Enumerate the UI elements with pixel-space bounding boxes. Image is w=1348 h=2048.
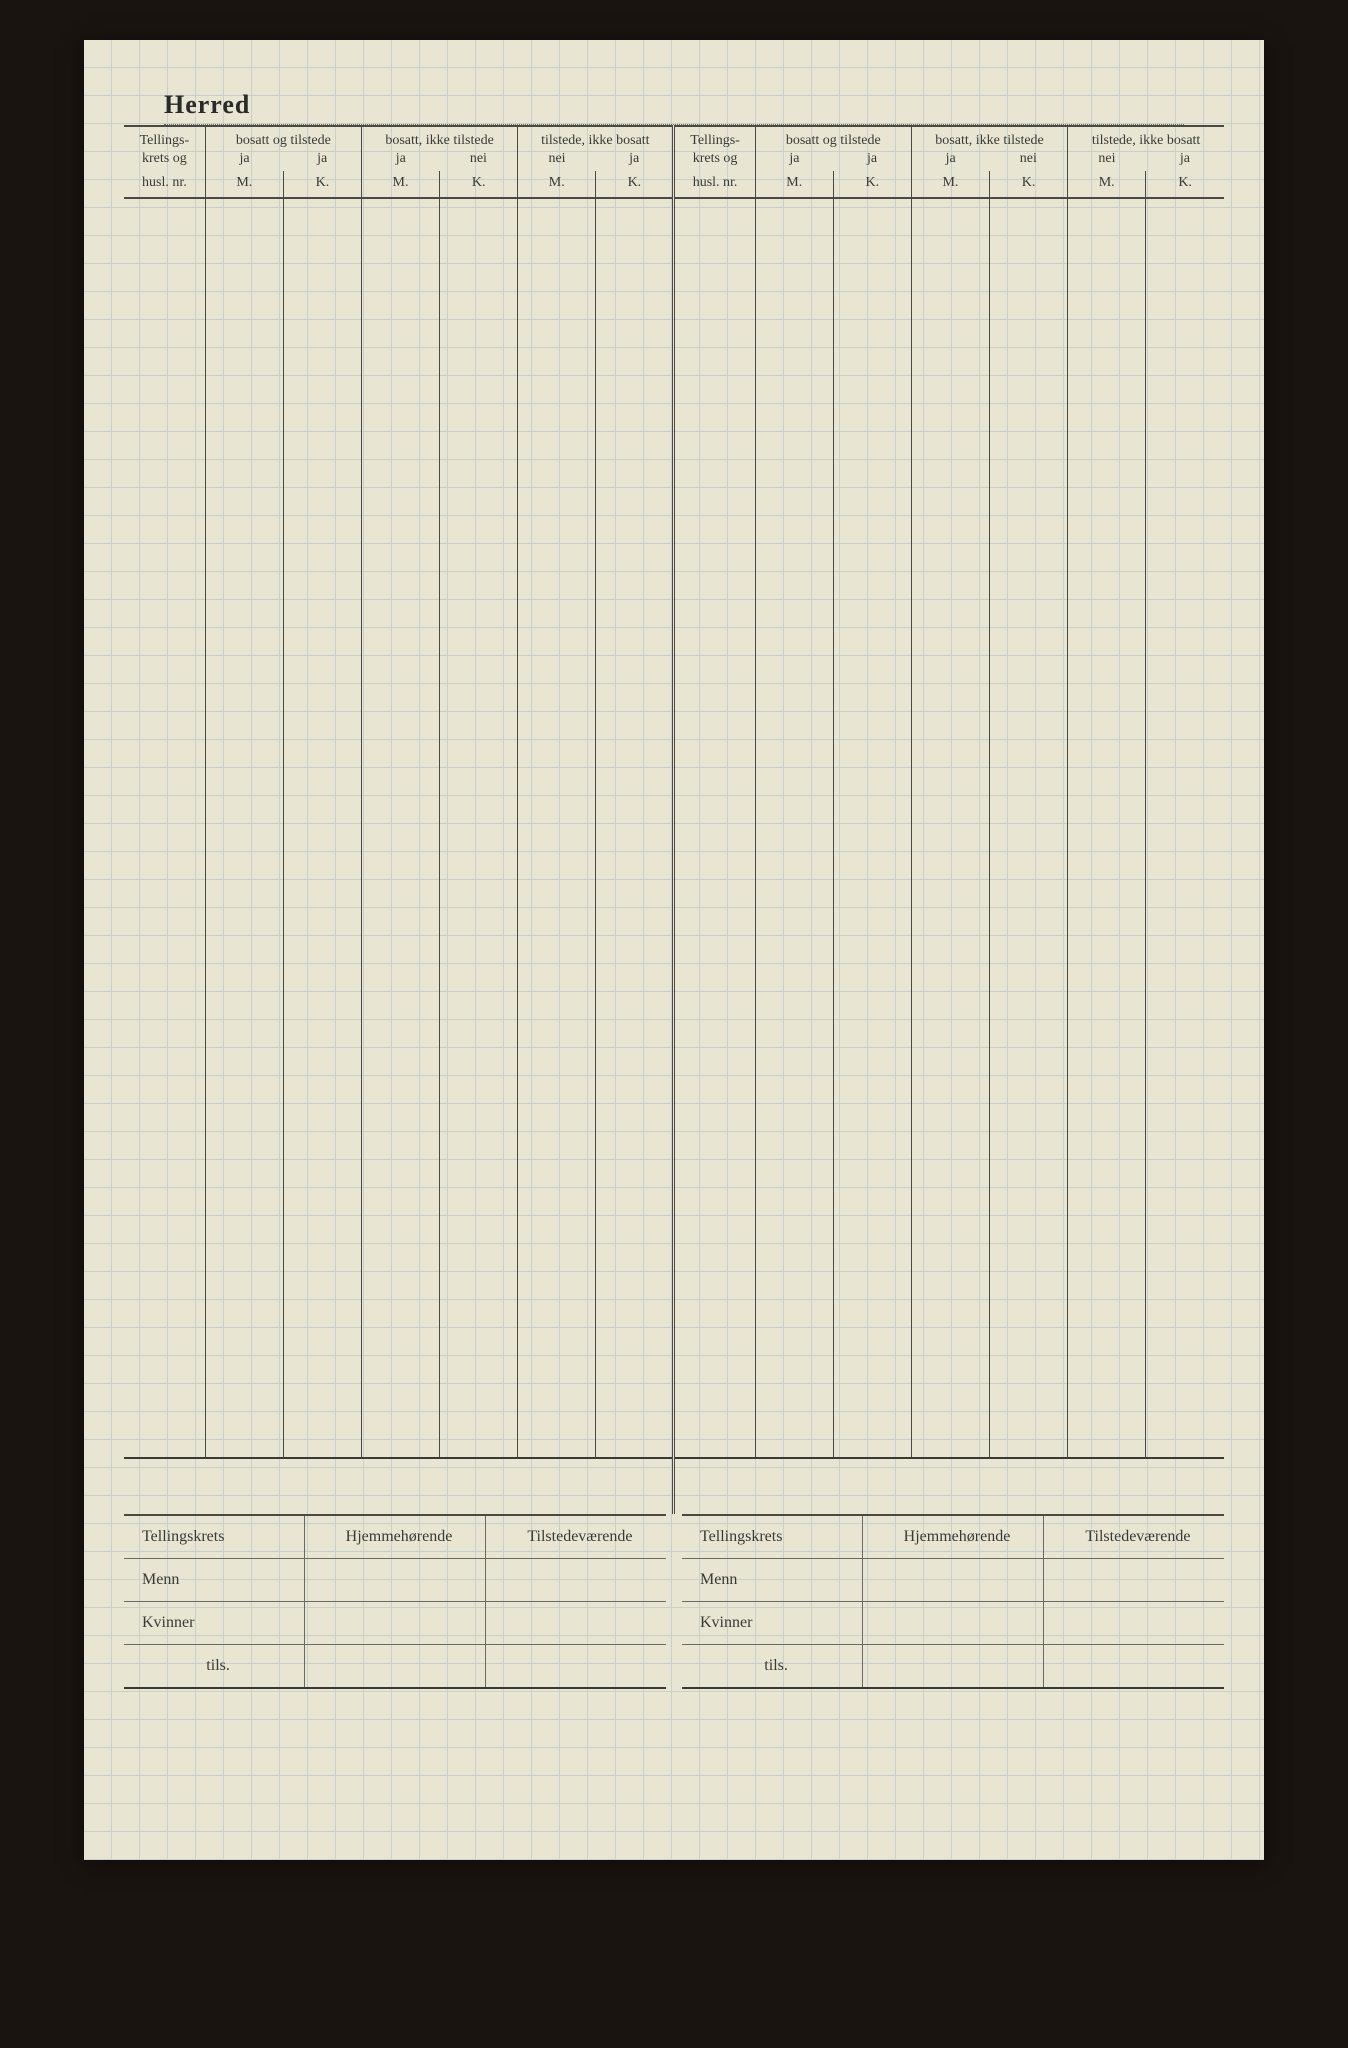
sum-h1: Tellingskrets xyxy=(124,1515,305,1559)
mk-m-1: M. xyxy=(205,171,283,198)
mk-m-5: M. xyxy=(911,171,989,198)
g2-ja: ja xyxy=(361,151,439,171)
g2-nei: nei xyxy=(440,151,518,171)
col-group1-top-l: bosatt og tilstede xyxy=(205,126,361,151)
title-row: Herred xyxy=(164,90,1224,120)
sum-menn: Menn xyxy=(124,1559,305,1602)
mk-k-2: K. xyxy=(440,171,518,198)
summary-table-right: Tellingskrets Hjemmehørende Tilstedevære… xyxy=(682,1514,1224,1689)
body-cell xyxy=(911,198,989,1458)
main-ledger-table: Tellings- bosatt og tilstede bosatt, ikk… xyxy=(124,125,1224,1514)
sum-tils: tils. xyxy=(124,1645,305,1689)
sum-tils-r: tils. xyxy=(682,1645,863,1689)
col-group3-top-l: tilstede, ikke bosatt xyxy=(518,126,674,151)
body-cell xyxy=(1146,198,1224,1458)
mk-m-3: M. xyxy=(518,171,596,198)
sum-cell xyxy=(1043,1559,1224,1602)
sum-cell xyxy=(485,1559,666,1602)
body-cell xyxy=(596,198,674,1458)
mk-m-2: M. xyxy=(361,171,439,198)
gap-row xyxy=(124,1458,1224,1514)
summary-row-tils: tils. xyxy=(124,1645,666,1689)
sum-cell xyxy=(305,1602,486,1645)
sum-h3-r: Tilstedeværende xyxy=(1043,1515,1224,1559)
mk-k-4: K. xyxy=(833,171,911,198)
summary-row: Tellingskrets Hjemmehørende Tilstedevære… xyxy=(124,1514,1224,1689)
sum-kvinner-r: Kvinner xyxy=(682,1602,863,1645)
g1-ja-r: ja xyxy=(283,151,361,171)
body-cell xyxy=(440,198,518,1458)
col-id-line3: husl. nr. xyxy=(124,171,205,198)
sum-cell xyxy=(1043,1602,1224,1645)
summary-row-kvinner: Kvinner xyxy=(124,1602,666,1645)
mk-m-6: M. xyxy=(1068,171,1146,198)
col-id-line3-r: husl. nr. xyxy=(674,171,755,198)
sum-h2-r: Hjemmehørende xyxy=(863,1515,1044,1559)
body-cell xyxy=(833,198,911,1458)
body-cell xyxy=(283,198,361,1458)
body-cell xyxy=(990,198,1068,1458)
gap-left xyxy=(124,1458,674,1514)
sum-cell xyxy=(863,1645,1044,1689)
gap-right xyxy=(674,1458,1224,1514)
body-cell xyxy=(518,198,596,1458)
summary-row-kvinner-r: Kvinner xyxy=(682,1602,1224,1645)
body-cell xyxy=(674,198,755,1458)
col-group1-top-r: bosatt og tilstede xyxy=(755,126,911,151)
summary-table-left: Tellingskrets Hjemmehørende Tilstedevære… xyxy=(124,1514,666,1689)
body-cell xyxy=(124,198,205,1458)
col-group2-top-r: bosatt, ikke tilstede xyxy=(911,126,1067,151)
summary-head: Tellingskrets Hjemmehørende Tilstedevære… xyxy=(124,1515,666,1559)
g1-ja-l-r: ja xyxy=(755,151,833,171)
g1-ja-r-r: ja xyxy=(833,151,911,171)
body-cell xyxy=(755,198,833,1458)
g2-nei-r: nei xyxy=(990,151,1068,171)
sum-cell xyxy=(305,1645,486,1689)
sum-cell xyxy=(305,1559,486,1602)
sum-cell xyxy=(863,1559,1044,1602)
header-row-1: Tellings- bosatt og tilstede bosatt, ikk… xyxy=(124,126,1224,151)
col-id-line2: krets og xyxy=(124,151,205,171)
header-row-3: husl. nr. M. K. M. K. M. K. husl. nr. M.… xyxy=(124,171,1224,198)
sum-cell xyxy=(485,1602,666,1645)
ledger-body-row xyxy=(124,198,1224,1458)
col-id-line1: Tellings- xyxy=(124,126,205,151)
mk-k-6: K. xyxy=(1146,171,1224,198)
sum-h3: Tilstedeværende xyxy=(485,1515,666,1559)
g3-nei-r: nei xyxy=(1068,151,1146,171)
g2-ja-r: ja xyxy=(911,151,989,171)
census-form-page: Herred Tellings- bosatt og tilstede bosa… xyxy=(84,40,1264,1860)
sum-kvinner: Kvinner xyxy=(124,1602,305,1645)
col-id-line1-r: Tellings- xyxy=(674,126,755,151)
g1-ja-l: ja xyxy=(205,151,283,171)
g3-ja: ja xyxy=(596,151,674,171)
mk-k-3: K. xyxy=(596,171,674,198)
summary-row-menn-r: Menn xyxy=(682,1559,1224,1602)
sum-menn-r: Menn xyxy=(682,1559,863,1602)
col-id-line2-r: krets og xyxy=(674,151,755,171)
g3-ja-r: ja xyxy=(1146,151,1224,171)
summary-row-menn: Menn xyxy=(124,1559,666,1602)
mk-m-4: M. xyxy=(755,171,833,198)
header-row-2: krets og ja ja ja nei nei ja krets og ja… xyxy=(124,151,1224,171)
summary-row-tils-r: tils. xyxy=(682,1645,1224,1689)
mk-k-5: K. xyxy=(990,171,1068,198)
g3-nei: nei xyxy=(518,151,596,171)
body-cell xyxy=(205,198,283,1458)
summary-head-r: Tellingskrets Hjemmehørende Tilstedevære… xyxy=(682,1515,1224,1559)
sum-cell xyxy=(863,1602,1044,1645)
page-title: Herred xyxy=(164,90,250,120)
body-cell xyxy=(361,198,439,1458)
sum-cell xyxy=(1043,1645,1224,1689)
body-cell xyxy=(1068,198,1146,1458)
sum-h2: Hjemmehørende xyxy=(305,1515,486,1559)
col-group2-top-l: bosatt, ikke tilstede xyxy=(361,126,517,151)
sum-h1-r: Tellingskrets xyxy=(682,1515,863,1559)
mk-k-1: K. xyxy=(283,171,361,198)
col-group3-top-r: tilstede, ikke bosatt xyxy=(1068,126,1224,151)
sum-cell xyxy=(485,1645,666,1689)
